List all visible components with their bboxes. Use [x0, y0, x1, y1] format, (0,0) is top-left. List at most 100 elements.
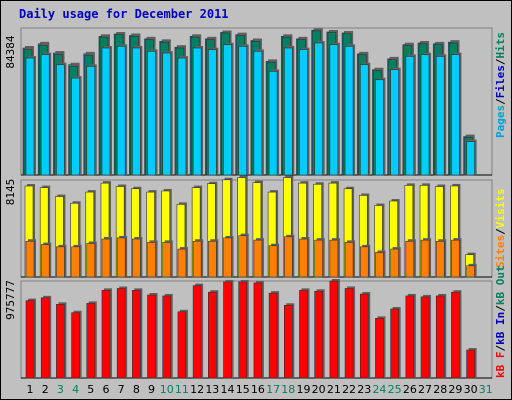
kbf-bar-22-rect [344, 288, 354, 379]
day-label-31: 31 [479, 383, 493, 396]
legend-item-0: kB F [494, 352, 507, 379]
kbf-bar-11-rect [177, 311, 187, 379]
sites-bar-15 [238, 233, 249, 278]
day-label-22: 22 [342, 383, 356, 396]
legend-item-1: / [494, 98, 507, 105]
kbf-bar-24-rect [375, 318, 384, 379]
pages-bar-16 [253, 49, 264, 176]
kbf-bar-6-rect [101, 290, 111, 379]
sites-bar-26 [405, 239, 416, 278]
kbf-bar-5 [86, 301, 97, 379]
pages-bar-4 [71, 76, 82, 176]
sites-bar-9 [147, 240, 158, 278]
sites-bar-16 [253, 238, 264, 278]
pages-bar-11 [177, 56, 188, 176]
sites-bar-29-rect [451, 239, 460, 278]
pages-bar-15-rect [238, 46, 248, 176]
sites-bar-6-rect [101, 238, 111, 278]
sites-bar-22-rect [344, 242, 354, 278]
kbf-bar-25-rect [390, 308, 399, 379]
sites-bar-25 [390, 247, 401, 278]
pages-bar-6 [101, 46, 112, 176]
kbf-bar-16 [253, 280, 264, 379]
pages-bar-30 [466, 139, 477, 176]
kbf-bar-3 [56, 302, 67, 379]
pages-bar-8-rect [132, 47, 141, 176]
sites-bar-23-rect [359, 246, 369, 278]
day-label-25: 25 [388, 383, 402, 396]
day-label-8: 8 [133, 383, 140, 396]
sites-bar-4-rect [71, 246, 80, 278]
pages-bar-23 [359, 62, 371, 176]
pages-bar-9 [147, 49, 158, 176]
kbf-bar-7 [116, 286, 128, 379]
pages-bar-25 [390, 67, 401, 176]
sites-bar-19 [299, 237, 310, 278]
sites-bar-24 [375, 250, 386, 278]
kbf-bar-30 [466, 348, 477, 379]
legend-item-2: Files [494, 65, 507, 98]
legend-visits: Sites/Visits [494, 189, 507, 269]
day-label-5: 5 [87, 383, 94, 396]
sites-bar-1-rect [25, 240, 35, 278]
pages-bar-14-rect [223, 44, 232, 176]
day-label-26: 26 [403, 383, 417, 396]
day-label-20: 20 [312, 383, 326, 396]
kbf-bar-14-rect [223, 281, 232, 379]
ymax-label-hits: 84384 [4, 35, 17, 68]
kbf-bar-11 [177, 309, 188, 379]
kbf-bar-29-rect [451, 291, 460, 379]
kbf-bar-13 [208, 290, 219, 379]
kbf-bar-27-rect [420, 296, 430, 379]
sites-bar-9-rect [147, 242, 156, 278]
sites-bar-20-rect [314, 239, 323, 278]
legend-kbytes: kB F/kB In/kB Out [494, 265, 507, 378]
sites-bar-13-rect [208, 240, 217, 278]
sites-bar-21-rect [329, 239, 339, 278]
kbf-bar-28-rect [435, 295, 445, 379]
kbf-bar-5-rect [86, 303, 96, 379]
pages-bar-16-rect [253, 51, 263, 176]
pages-bar-10 [162, 51, 173, 176]
kbf-bar-2 [40, 295, 52, 379]
chart-title: Daily usage for December 2011 [19, 7, 229, 21]
sites-bar-2 [40, 242, 52, 278]
pages-bar-18 [283, 46, 295, 176]
legend-item-0: Sites [494, 235, 507, 268]
sites-bar-3 [56, 244, 67, 278]
pages-bar-22-rect [344, 46, 354, 176]
pages-bar-12 [192, 46, 204, 176]
sites-bar-11-rect [177, 248, 187, 278]
kbf-bar-15-rect [238, 281, 248, 379]
pages-bar-20 [314, 40, 325, 176]
day-label-13: 13 [205, 383, 219, 396]
day-label-21: 21 [327, 383, 341, 396]
legend-item-1: / [494, 345, 507, 352]
pages-bar-21-rect [329, 44, 339, 176]
legend-item-2: kB In [494, 312, 507, 345]
kbf-bar-4-rect [71, 312, 80, 379]
sites-bar-27 [420, 238, 432, 278]
kbf-bar-2-rect [40, 297, 50, 379]
pages-bar-29-rect [451, 54, 460, 176]
day-label-9: 9 [148, 383, 155, 396]
sites-bar-4 [71, 244, 82, 278]
pages-bar-24 [375, 77, 386, 176]
day-label-4: 4 [72, 383, 79, 396]
sites-bar-26-rect [405, 240, 415, 278]
sites-bar-17 [268, 243, 280, 278]
legend-item-3: / [494, 305, 507, 312]
kbf-bar-29 [451, 290, 462, 379]
kbf-bar-1 [25, 298, 36, 379]
pages-bar-24-rect [375, 79, 384, 176]
sites-bar-25-rect [390, 248, 399, 278]
day-label-10: 10 [160, 383, 174, 396]
kbf-bar-7-rect [116, 288, 126, 379]
sites-bar-5 [86, 241, 97, 278]
day-label-28: 28 [433, 383, 447, 396]
day-label-23: 23 [357, 383, 371, 396]
sites-bar-14 [223, 235, 234, 278]
pages-bar-27-rect [420, 54, 430, 176]
kbf-bar-28 [435, 293, 447, 379]
